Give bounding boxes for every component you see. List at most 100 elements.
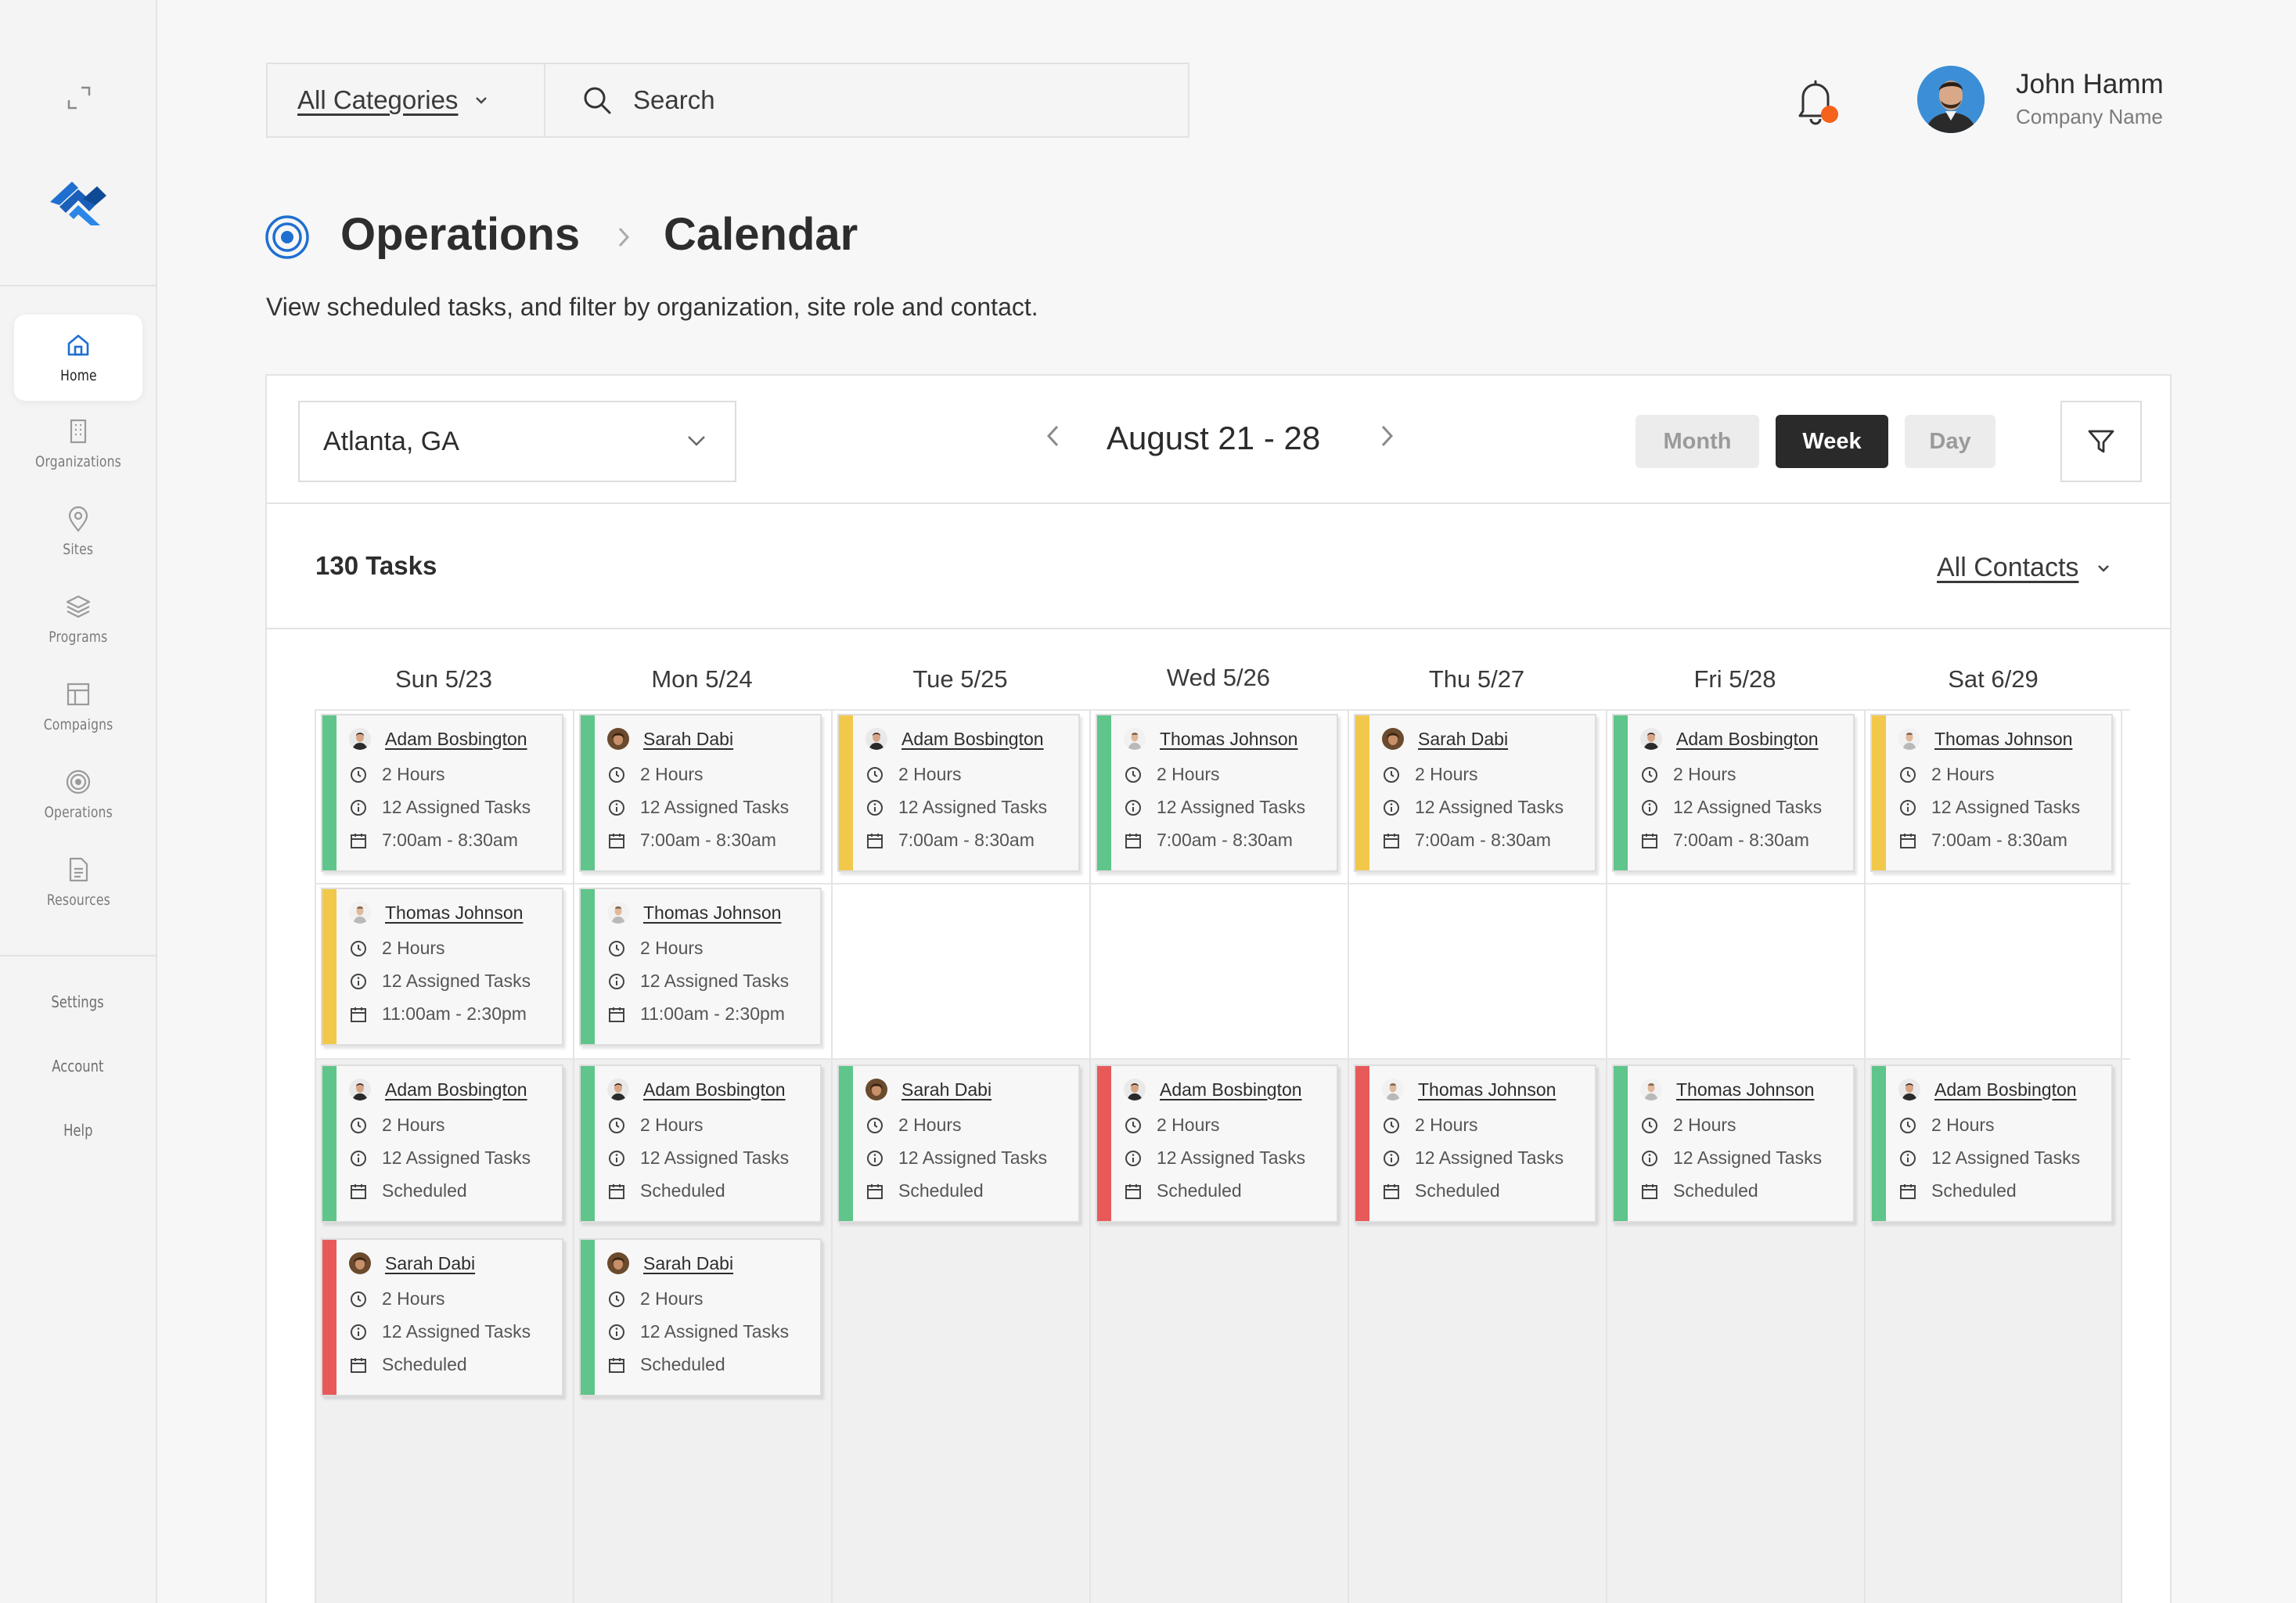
sidebar-item-resources[interactable]: Resources — [14, 839, 142, 925]
app-logo[interactable] — [49, 177, 108, 227]
sidebar-item-operations[interactable]: Operations — [14, 751, 142, 838]
search-field[interactable] — [545, 64, 1188, 136]
contacts-dropdown[interactable]: All Contacts — [1937, 553, 2110, 583]
calendar-icon — [867, 1183, 883, 1199]
task-card[interactable]: Adam Bosbington 2 Hours 12 Assigned Tasks S… — [579, 1064, 822, 1223]
clock-icon — [609, 1117, 624, 1133]
assigned-tasks: 12 Assigned Tasks — [1673, 797, 1823, 817]
previous-week-icon[interactable] — [1043, 423, 1062, 449]
clock-icon — [351, 1291, 366, 1307]
assignee-link[interactable]: Thomas Johnson — [385, 902, 524, 923]
assignee-link[interactable]: Adam Bosbington — [901, 728, 1044, 749]
chevron-right-icon — [618, 227, 630, 247]
sidebar-item-home[interactable]: Home — [14, 315, 142, 401]
task-card[interactable]: Adam Bosbington 2 Hours 12 Assigned Tasks 7… — [837, 714, 1080, 872]
location-pin-icon — [68, 506, 88, 532]
category-dropdown[interactable]: All Categories — [268, 64, 545, 136]
sidebar-item-label: Resources — [46, 892, 110, 909]
date-range: August 21 - 28 — [1107, 420, 1321, 456]
row-divider — [315, 883, 2130, 884]
task-card[interactable]: Sarah Dabi 2 Hours 12 Assigned Tasks Schedu… — [837, 1064, 1080, 1223]
info-icon — [351, 1324, 366, 1340]
task-card[interactable]: Sarah Dabi 2 Hours 12 Assigned Tasks 7:00am… — [579, 714, 822, 872]
assignee-link[interactable]: Thomas Johnson — [643, 902, 782, 923]
avatar — [1124, 1079, 1146, 1100]
info-icon — [1642, 799, 1657, 816]
calendar-icon — [351, 1183, 366, 1199]
user-name[interactable]: John Hamm — [2016, 69, 2164, 99]
sidebar-item-label[interactable]: Account — [52, 1057, 104, 1075]
avatar[interactable] — [1917, 66, 1985, 133]
task-time: Scheduled — [1157, 1180, 1242, 1201]
sidebar-item-organizations[interactable]: Organizations — [14, 401, 142, 487]
task-card[interactable]: Thomas Johnson 2 Hours 12 Assigned Tasks Sc… — [1612, 1064, 1855, 1223]
next-week-icon[interactable] — [1378, 423, 1397, 449]
assignee-link[interactable]: Adam Bosbington — [643, 1079, 786, 1100]
task-time: 7:00am - 8:30am — [898, 830, 1035, 850]
search-input[interactable] — [633, 85, 1103, 115]
sidebar-item-label: Home — [59, 367, 97, 384]
task-card[interactable]: Thomas Johnson 2 Hours 12 Assigned Tasks 11… — [579, 888, 822, 1046]
assignee-link[interactable]: Sarah Dabi — [901, 1079, 992, 1100]
task-card[interactable]: Adam Bosbington 2 Hours 12 Assigned Tasks S… — [321, 1064, 563, 1223]
assignee-link[interactable]: Thomas Johnson — [1418, 1079, 1556, 1100]
info-icon — [609, 1324, 624, 1340]
task-card[interactable]: Thomas Johnson 2 Hours 12 Assigned Tasks Sc… — [1354, 1064, 1596, 1223]
assignee-link[interactable]: Adam Bosbington — [1676, 728, 1819, 749]
task-card[interactable]: Adam Bosbington 2 Hours 12 Assigned Tasks 7… — [1612, 714, 1855, 872]
clock-icon — [1125, 1117, 1141, 1133]
status-stripe — [839, 715, 853, 870]
sidebar-item-label: Compaigns — [43, 716, 113, 733]
organizations-icon — [70, 419, 87, 444]
task-card[interactable]: Thomas Johnson 2 Hours 12 Assigned Tasks 7:… — [1096, 714, 1338, 872]
view-month-button[interactable]: Month — [1636, 415, 1759, 468]
task-time: 7:00am - 8:30am — [1157, 830, 1293, 850]
task-card[interactable]: Sarah Dabi 2 Hours 12 Assigned Tasks 7:00am… — [1354, 714, 1596, 872]
collapse-icon[interactable] — [66, 85, 92, 111]
sidebar-item-label[interactable]: Help — [63, 1121, 93, 1140]
assignee-link[interactable]: Sarah Dabi — [643, 1252, 734, 1273]
task-duration: 2 Hours — [1415, 1115, 1478, 1135]
view-day-button[interactable]: Day — [1905, 415, 1996, 468]
assignee-link[interactable]: Sarah Dabi — [385, 1252, 476, 1273]
task-duration: 2 Hours — [898, 764, 962, 784]
chevron-down-icon — [476, 97, 488, 104]
avatar — [349, 902, 371, 924]
sidebar-item-help[interactable]: Help — [0, 1121, 156, 1140]
task-card[interactable]: Adam Bosbington 2 Hours 12 Assigned Tasks S… — [1870, 1064, 2113, 1223]
clock-icon — [609, 1291, 624, 1307]
sidebar-item-compaigns[interactable]: Compaigns — [14, 664, 142, 750]
location-dropdown[interactable]: Atlanta, GA — [298, 401, 736, 482]
task-card[interactable]: Sarah Dabi 2 Hours 12 Assigned Tasks Schedu… — [321, 1238, 563, 1396]
sidebar-item-account[interactable]: Account — [0, 1057, 156, 1075]
task-card[interactable]: Thomas Johnson 2 Hours 12 Assigned Tasks 11… — [321, 888, 563, 1046]
assignee-link[interactable]: Thomas Johnson — [1160, 728, 1298, 749]
task-card[interactable]: Sarah Dabi 2 Hours 12 Assigned Tasks Schedu… — [579, 1238, 822, 1396]
sidebar-item-sites[interactable]: Sites — [14, 488, 142, 575]
info-icon — [609, 973, 624, 989]
assignee-link[interactable]: Adam Bosbington — [385, 728, 527, 749]
filter-button[interactable] — [2060, 401, 2142, 482]
assignee-link[interactable]: Adam Bosbington — [385, 1079, 527, 1100]
assignee-link[interactable]: Thomas Johnson — [1934, 728, 2073, 749]
calendar-icon — [609, 1357, 624, 1373]
clock-icon — [1900, 766, 1916, 783]
calendar-icon — [609, 1183, 624, 1199]
sidebar-item-settings[interactable]: Settings — [0, 992, 156, 1011]
assignee-link[interactable]: Adam Bosbington — [1160, 1079, 1302, 1100]
task-card[interactable]: Adam Bosbington 2 Hours 12 Assigned Tasks 7… — [321, 714, 563, 872]
assignee-link[interactable]: Adam Bosbington — [1934, 1079, 2077, 1100]
sidebar-item-label[interactable]: Settings — [51, 992, 105, 1011]
breadcrumb-operations[interactable]: Operations — [340, 209, 581, 260]
notification-bell-icon[interactable] — [1792, 75, 1839, 127]
view-week-button[interactable]: Week — [1776, 415, 1888, 468]
assignee-link[interactable]: Sarah Dabi — [643, 728, 734, 749]
task-card[interactable]: Adam Bosbington 2 Hours 12 Assigned Tasks S… — [1096, 1064, 1338, 1223]
location-label: Atlanta, GA — [323, 426, 459, 456]
assignee-link[interactable]: Sarah Dabi — [1418, 728, 1509, 749]
chevron-down-icon — [2098, 564, 2110, 572]
task-card[interactable]: Thomas Johnson 2 Hours 12 Assigned Tasks 7:… — [1870, 714, 2113, 872]
layers-icon — [66, 595, 91, 618]
assignee-link[interactable]: Thomas Johnson — [1676, 1079, 1815, 1100]
sidebar-item-programs[interactable]: Programs — [14, 576, 142, 662]
